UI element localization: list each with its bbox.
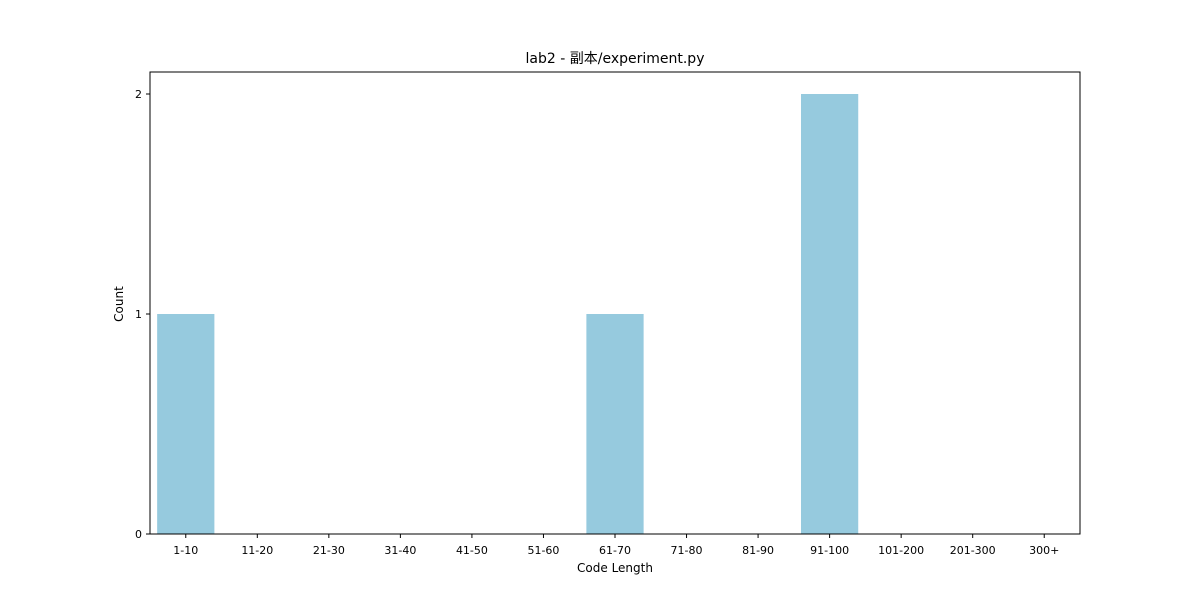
y-tick-label: 0: [135, 528, 142, 541]
x-tick-label: 51-60: [527, 544, 559, 557]
y-tick-label: 2: [135, 88, 142, 101]
x-tick-label: 71-80: [671, 544, 703, 557]
x-tick-label: 21-30: [313, 544, 345, 557]
x-tick-label: 300+: [1029, 544, 1059, 557]
x-tick-label: 101-200: [878, 544, 924, 557]
y-axis-label: Count: [112, 286, 126, 322]
bar-1-10: [157, 314, 215, 534]
chart-title: lab2 - 副本/experiment.py: [526, 51, 705, 67]
bar-61-70: [586, 314, 644, 534]
bar-91-100: [801, 94, 859, 534]
x-axis: 1-10 11-20 21-30 31-40 41-50 51-60 61-70 71-80 8…: [173, 534, 1059, 557]
y-tick-label: 1: [135, 308, 142, 321]
x-tick-label: 31-40: [384, 544, 416, 557]
bars-group: [157, 94, 859, 534]
x-tick-label: 11-20: [241, 544, 273, 557]
y-axis: 0 1 2: [135, 88, 150, 541]
x-tick-label: 201-300: [950, 544, 996, 557]
x-tick-label: 91-100: [810, 544, 849, 557]
x-tick-label: 1-10: [173, 544, 198, 557]
x-axis-label: Code Length: [577, 561, 653, 575]
x-tick-label: 81-90: [742, 544, 774, 557]
x-tick-label: 41-50: [456, 544, 488, 557]
x-tick-label: 61-70: [599, 544, 631, 557]
